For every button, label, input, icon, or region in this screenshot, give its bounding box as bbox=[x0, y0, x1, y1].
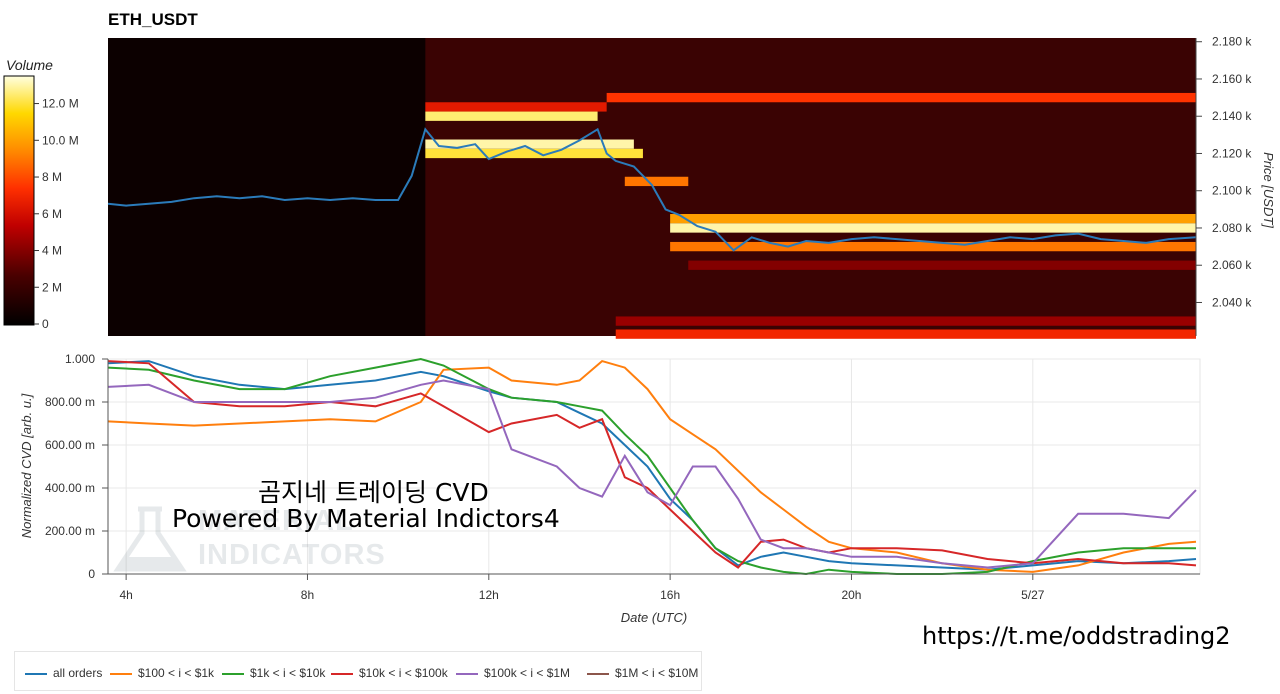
heatmap-cell bbox=[670, 214, 1196, 224]
material-indicators-watermark: MATERIAL INDICATORS bbox=[110, 505, 385, 575]
heatmap-cell bbox=[670, 241, 1196, 252]
legend-item[interactable]: $100 < i < $1k bbox=[110, 666, 214, 680]
colorbar-tick-label: 6 M bbox=[42, 207, 62, 221]
heatmap-cell bbox=[606, 92, 1196, 103]
legend-item[interactable]: $1k < i < $10k bbox=[222, 666, 325, 680]
x-tick-label: 16h bbox=[660, 588, 680, 602]
x-tick-label: 8h bbox=[301, 588, 314, 602]
colorbar-tick-label: 8 M bbox=[42, 170, 62, 184]
legend-label: all orders bbox=[53, 666, 103, 680]
colorbar-tick-label: 10.0 M bbox=[42, 133, 79, 147]
legend-label: $100k < i < $1M bbox=[484, 666, 571, 680]
x-axis-ticks: 4h 8h 12h 16h 20h 5/27 bbox=[119, 574, 1045, 602]
cvd-axis-label: Normalized CVD [arb. u.] bbox=[19, 393, 34, 538]
legend-swatch bbox=[222, 672, 244, 675]
cvd-tick-label: 400.00 m bbox=[45, 481, 95, 495]
price-line bbox=[107, 127, 1197, 252]
colorbar-ticks: 0 2 M 4 M 6 M 8 M 10.0 M 12.0 M bbox=[34, 97, 79, 331]
legend-item[interactable]: $1M < i < $10M bbox=[587, 666, 698, 680]
heatmap-cell bbox=[425, 148, 643, 159]
telegram-link[interactable]: https://t.me/oddstrading2 bbox=[922, 622, 1231, 650]
heatmap-cells bbox=[425, 38, 1196, 339]
legend-label: $10k < i < $100k bbox=[359, 666, 448, 680]
legend-swatch bbox=[25, 672, 47, 675]
heatmap-cell bbox=[624, 176, 689, 187]
x-axis-label: Date (UTC) bbox=[621, 610, 687, 625]
colorbar-tick-label: 4 M bbox=[42, 244, 62, 258]
cvd-tick-label: 200.00 m bbox=[45, 524, 95, 538]
overlay-subtitle: Powered By Material Indictors4 bbox=[172, 504, 560, 533]
heatmap-cell bbox=[425, 139, 634, 149]
legend-swatch bbox=[331, 672, 353, 675]
heatmap-cell bbox=[425, 38, 1196, 336]
watermark-line2: INDICATORS bbox=[198, 539, 386, 571]
cvd-y-ticks: 0 200.00 m 400.00 m 600.00 m 800.00 m 1.000 bbox=[45, 352, 108, 581]
heatmap-cell bbox=[615, 316, 1196, 326]
overlay-title: 곰지네 트레이딩 CVD bbox=[258, 478, 489, 507]
heatmap-cell bbox=[425, 111, 598, 121]
cvd-tick-label: 600.00 m bbox=[45, 438, 95, 452]
chart-legend: all orders $100 < i < $1k $1k < i < $10k $1… bbox=[14, 651, 702, 691]
legend-item[interactable]: $100k < i < $1M bbox=[456, 666, 570, 680]
price-axis-label: Price [USDT] bbox=[1261, 152, 1276, 228]
legend-swatch bbox=[587, 672, 609, 675]
colorbar-tick-label: 2 M bbox=[42, 280, 62, 294]
price-tick-label: 2.040 k bbox=[1212, 295, 1252, 309]
legend-label: $1M < i < $10M bbox=[615, 666, 699, 680]
heatmap-cell bbox=[670, 223, 1196, 233]
x-tick-label: 20h bbox=[841, 588, 861, 602]
legend-swatch bbox=[110, 672, 132, 675]
heatmap-cell bbox=[425, 102, 607, 112]
heatmap-cell bbox=[615, 329, 1196, 339]
colorbar-tick-label: 12.0 M bbox=[42, 97, 79, 111]
colorbar-tick-label: 0 bbox=[42, 317, 49, 331]
cvd-tick-label: 1.000 bbox=[65, 352, 95, 366]
x-tick-label: 12h bbox=[479, 588, 499, 602]
cvd-tick-label: 800.00 m bbox=[45, 395, 95, 409]
price-tick-label: 2.120 k bbox=[1212, 146, 1252, 160]
price-tick-label: 2.160 k bbox=[1212, 72, 1252, 86]
heatmap-chart[interactable]: 2.040 k 2.060 k 2.080 k 2.100 k 2.120 k 2.140… bbox=[0, 0, 1280, 350]
heatmap-cell bbox=[688, 260, 1196, 270]
price-tick-label: 2.100 k bbox=[1212, 184, 1252, 198]
cvd-tick-label: 0 bbox=[88, 567, 95, 581]
x-tick-label: 4h bbox=[119, 588, 132, 602]
price-tick-label: 2.060 k bbox=[1212, 258, 1252, 272]
flask-icon bbox=[113, 506, 187, 572]
price-tick-label: 2.140 k bbox=[1212, 109, 1252, 123]
legend-label: $100 < i < $1k bbox=[138, 666, 215, 680]
price-tick-label: 2.080 k bbox=[1212, 221, 1252, 235]
colorbar-label: Volume bbox=[6, 57, 53, 73]
legend-item[interactable]: $10k < i < $100k bbox=[331, 666, 448, 680]
legend-label: $1k < i < $10k bbox=[250, 666, 326, 680]
watermark-line1: MATERIAL bbox=[198, 505, 354, 537]
x-tick-label: 5/27 bbox=[1021, 588, 1045, 602]
price-axis-ticks: 2.040 k 2.060 k 2.080 k 2.100 k 2.120 k 2.140… bbox=[1196, 35, 1252, 309]
chart-title: ETH_USDT bbox=[108, 10, 198, 29]
price-tick-label: 2.180 k bbox=[1212, 35, 1252, 49]
colorbar bbox=[3, 75, 35, 326]
legend-item[interactable]: all orders bbox=[25, 666, 102, 680]
legend-swatch bbox=[456, 672, 478, 675]
